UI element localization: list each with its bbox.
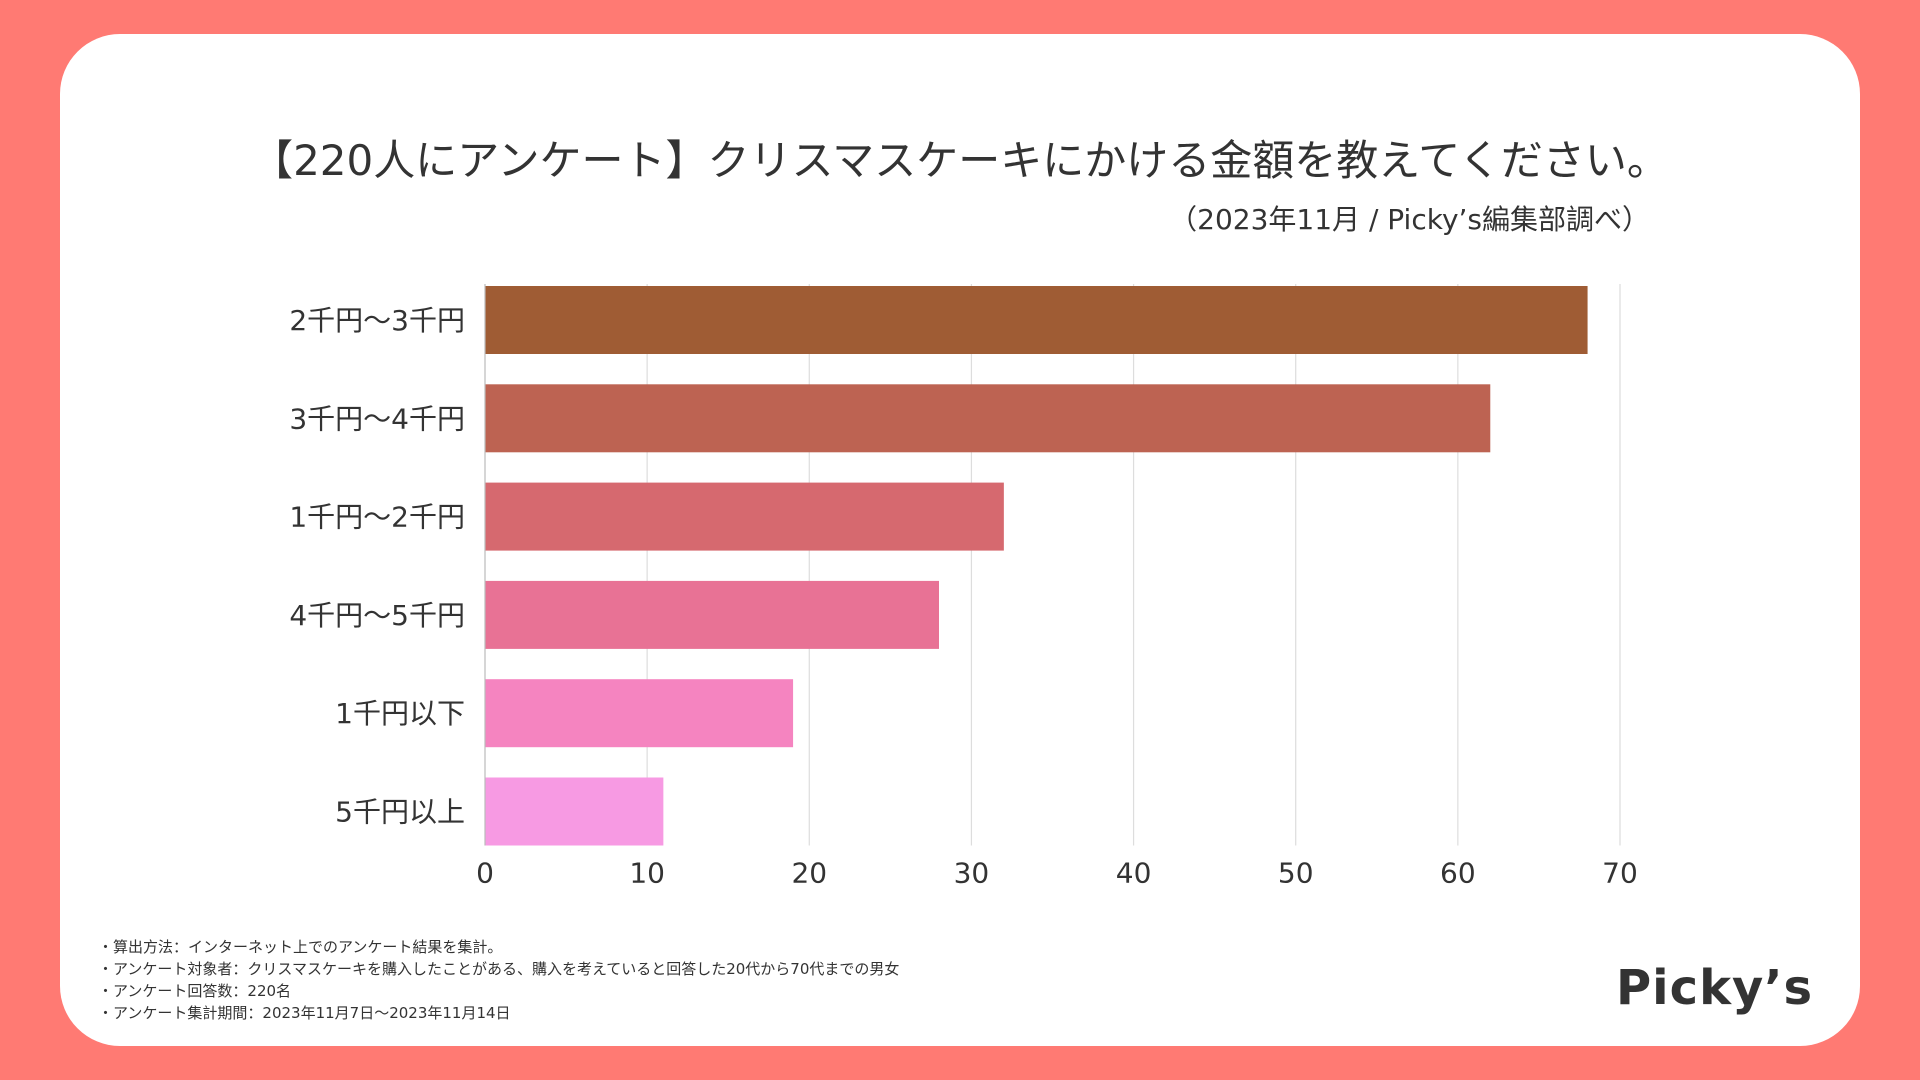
x-tick-label-0: 0 <box>476 857 494 890</box>
x-tick-label-60: 60 <box>1440 857 1476 890</box>
note-method: ・算出方法：インターネット上でのアンケート結果を集計。 <box>98 938 503 956</box>
category-label-5: 5千円以上 <box>335 796 465 829</box>
bar-1 <box>485 384 1491 453</box>
note-target: ・アンケート対象者：クリスマスケーキを購入したことがある、購入を考えていると回答… <box>98 960 900 978</box>
x-tick-label-30: 30 <box>954 857 990 890</box>
category-label-3: 4千円〜5千円 <box>289 599 465 632</box>
note-count: ・アンケート回答数：220名 <box>98 982 292 1000</box>
chart-title: 【220人にアンケート】クリスマスケーキにかける金額を教えてください。 <box>251 136 1669 185</box>
bar-4 <box>485 679 794 748</box>
bar-3 <box>485 580 939 649</box>
x-tick-label-40: 40 <box>1116 857 1152 890</box>
chart-subtitle: （2023年11月 / Picky’s編集部調べ） <box>1169 203 1650 236</box>
x-tick-label-70: 70 <box>1602 857 1638 890</box>
survey-notes: ・算出方法：インターネット上でのアンケート結果を集計。 ・アンケート対象者：クリ… <box>98 936 899 1024</box>
category-label-1: 3千円〜4千円 <box>289 402 465 435</box>
bar-5 <box>485 777 664 846</box>
bar-0 <box>485 286 1588 354</box>
x-tick-label-10: 10 <box>629 857 665 890</box>
note-period: ・アンケート集計期間：2023年11月7日〜2023年11月14日 <box>98 1004 511 1022</box>
x-tick-label-50: 50 <box>1278 857 1314 890</box>
category-label-2: 1千円〜2千円 <box>289 501 465 534</box>
x-tick-label-20: 20 <box>791 857 827 890</box>
pickys-logo: Picky’s <box>1616 960 1814 1016</box>
category-label-4: 1千円以下 <box>335 697 465 730</box>
bar-2 <box>485 482 1004 551</box>
category-label-0: 2千円〜3千円 <box>289 304 465 337</box>
